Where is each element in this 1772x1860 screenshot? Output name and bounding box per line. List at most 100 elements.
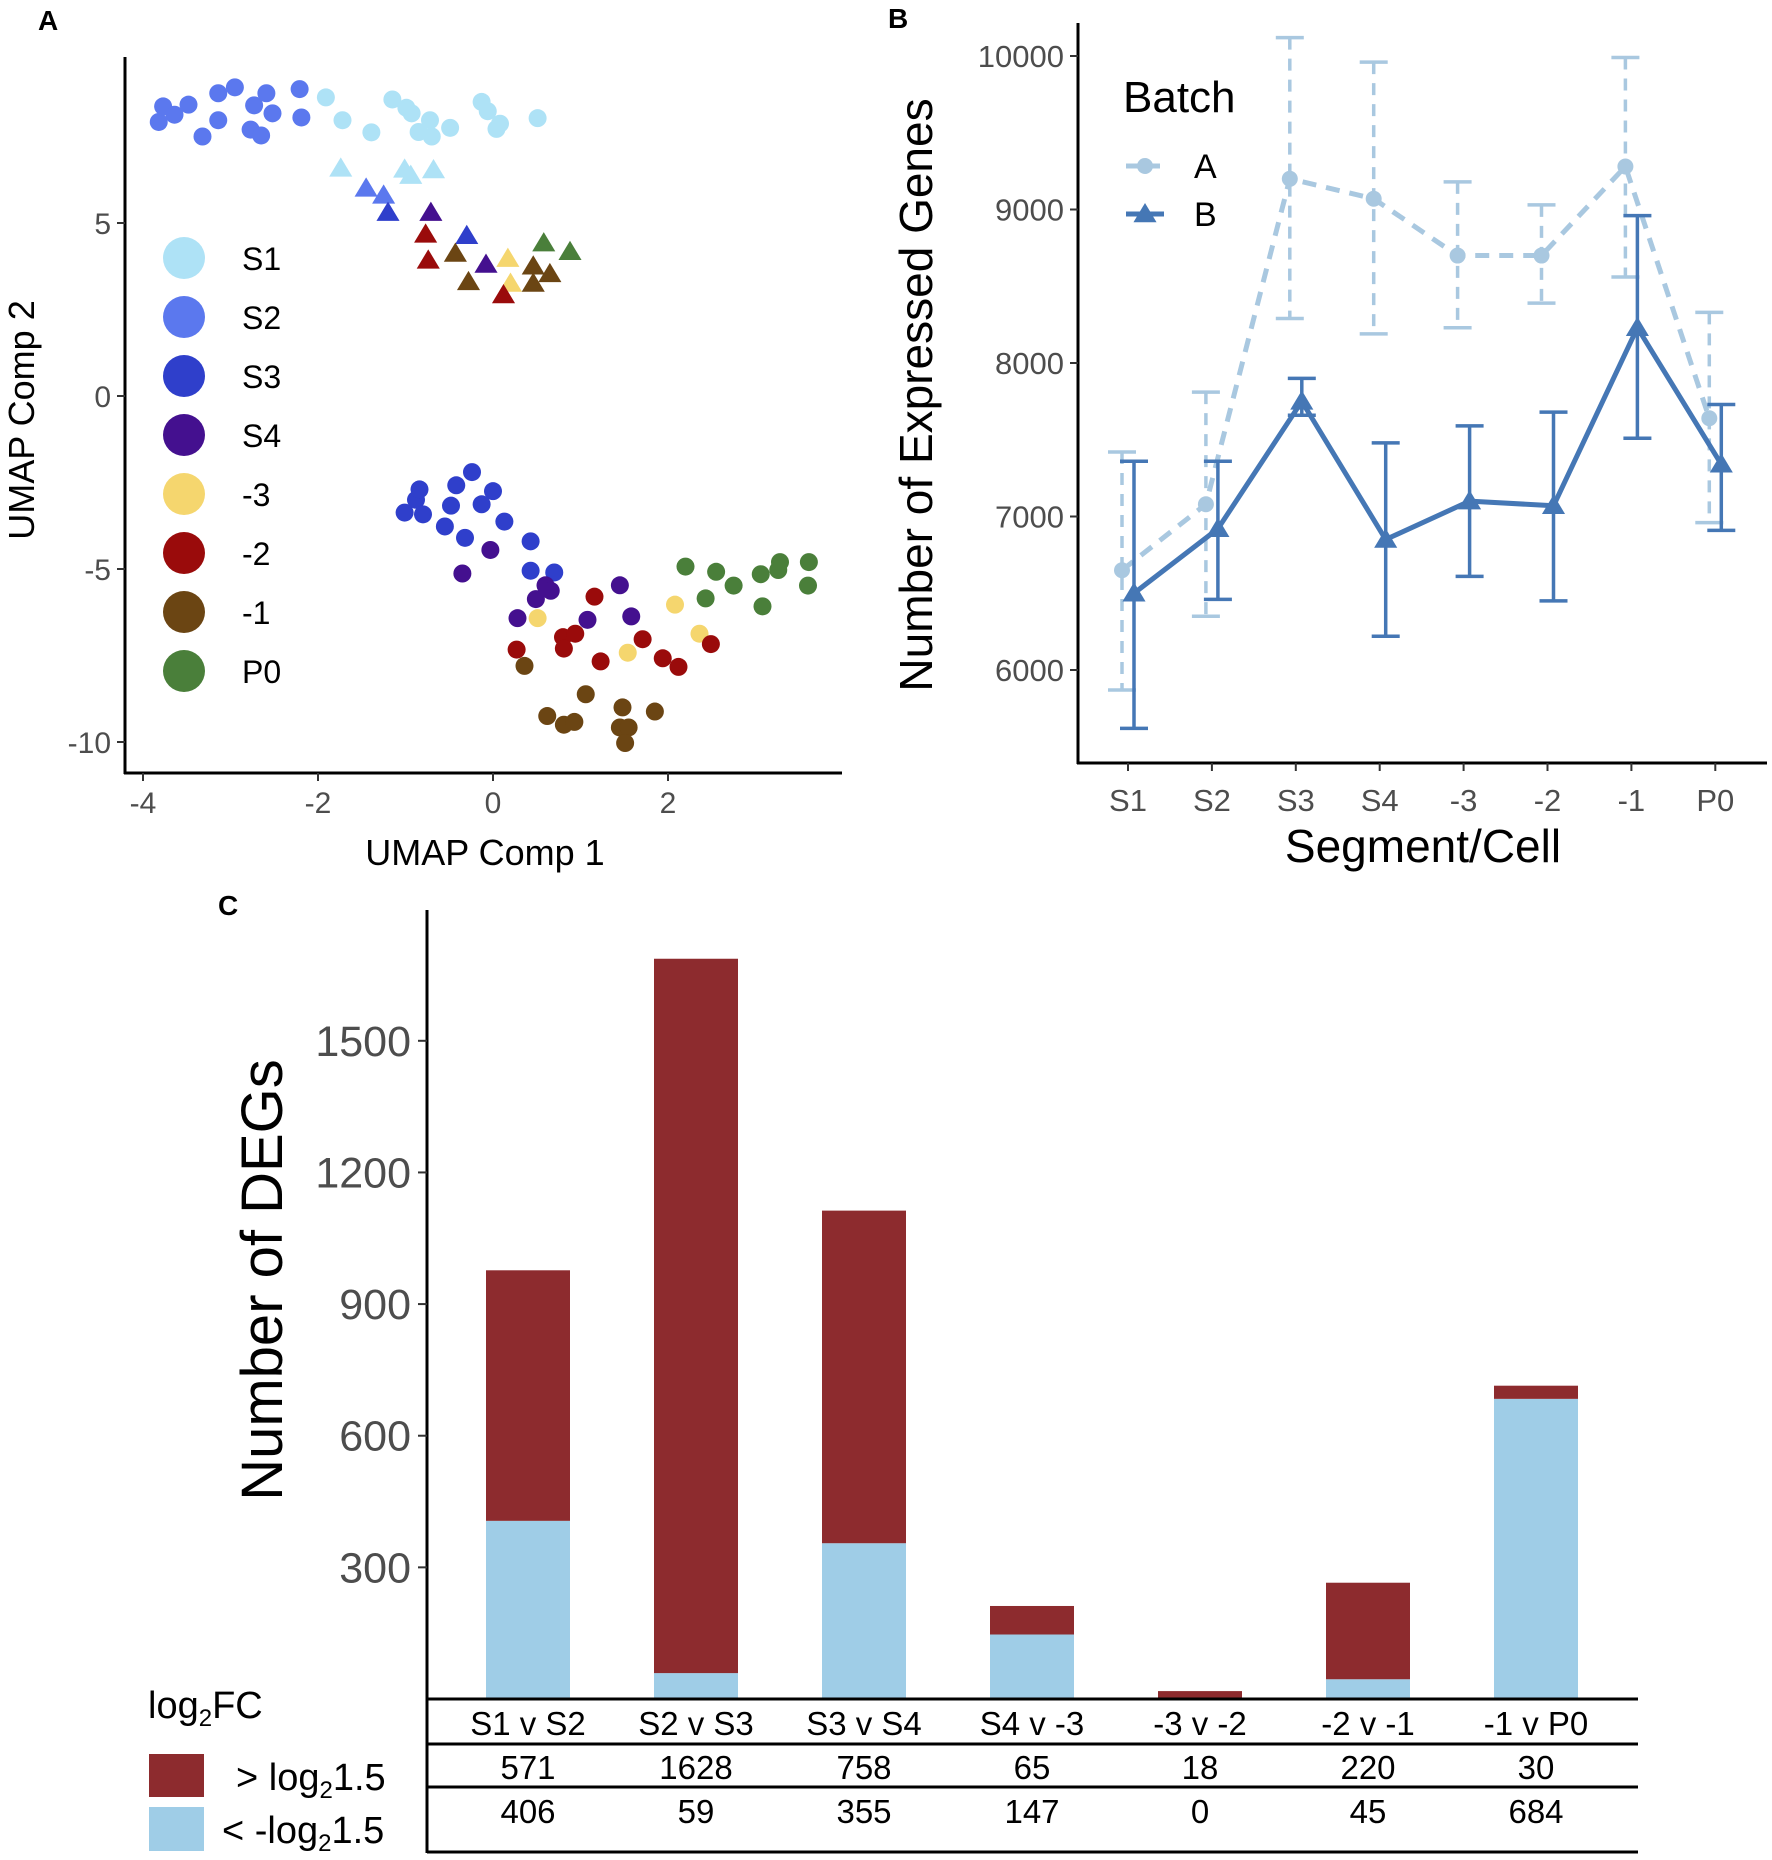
point-circle--3 xyxy=(690,624,709,643)
point-circle-S2 xyxy=(257,84,276,103)
point-circle-S3 xyxy=(442,496,460,515)
panel-c-y-tick-label: 600 xyxy=(339,1413,411,1461)
point-circle-S4 xyxy=(622,607,641,626)
bar-segment-down xyxy=(1494,1398,1578,1699)
point-circle-P0 xyxy=(676,557,695,576)
panel-b-y-axis-title: Number of Expressed Genes xyxy=(890,98,942,691)
point-triangle--1 xyxy=(443,242,467,262)
table-cell-up: 18 xyxy=(1182,1749,1219,1786)
panel-label-c: C xyxy=(218,890,238,921)
point-circle-S2 xyxy=(179,95,198,114)
point-circle-S1 xyxy=(491,114,509,133)
legend-label-P0: P0 xyxy=(242,654,281,690)
table-cell-down: 406 xyxy=(500,1793,555,1830)
point-circle-S1 xyxy=(316,88,335,107)
bar-segment-up xyxy=(990,1605,1074,1635)
panel-a-x-axis-title: UMAP Comp 1 xyxy=(365,832,604,873)
bar-segment-down xyxy=(822,1543,906,1699)
point-circle-P0 xyxy=(753,597,772,616)
panel-c-y-tick-label: 1200 xyxy=(315,1149,411,1197)
point-circle-S4 xyxy=(578,610,597,629)
series-line-B xyxy=(1132,325,1724,596)
point-circle-S1 xyxy=(528,109,547,128)
point-circle-S1 xyxy=(402,104,421,123)
point-triangle--1 xyxy=(521,272,545,292)
series-line-A xyxy=(1120,164,1712,573)
panel-c-legend-label-down: < -log21.5 xyxy=(222,1810,384,1857)
point-circle-S1 xyxy=(422,127,441,146)
legend-key-marker-A xyxy=(1137,158,1153,174)
point-circle-S3 xyxy=(463,463,481,482)
panel-a-x-tick-label: 0 xyxy=(485,787,502,820)
point-B xyxy=(1541,494,1566,515)
point-circle--1 xyxy=(538,707,557,726)
panel-b-y-tick-label: 9000 xyxy=(995,193,1064,228)
panel-c-y-tick-label: 900 xyxy=(339,1281,411,1329)
panel-b-y-tick-label: 6000 xyxy=(995,653,1064,688)
point-circle-S2 xyxy=(193,127,212,146)
legend-swatch-S4 xyxy=(163,414,205,456)
panel-label-a: A xyxy=(38,5,58,36)
point-triangle-S2 xyxy=(372,184,396,204)
point-circle-S2 xyxy=(165,105,184,124)
point-circle-S3 xyxy=(521,532,540,551)
table-cell-up: 220 xyxy=(1340,1749,1395,1786)
table-column-header: S3 v S4 xyxy=(806,1705,922,1742)
bar-segment-up xyxy=(1326,1582,1410,1680)
point-A xyxy=(1617,158,1634,175)
point-circle-S1 xyxy=(333,111,352,130)
point-B xyxy=(1374,528,1398,548)
point-triangle--1 xyxy=(521,255,545,275)
point-circle-S1 xyxy=(383,90,402,109)
point-circle-S2 xyxy=(209,84,228,103)
point-circle--1 xyxy=(616,734,635,753)
table-column-header: S4 v -3 xyxy=(980,1705,1085,1742)
point-triangle-S1 xyxy=(329,157,353,177)
point-B xyxy=(1206,517,1230,538)
table-cell-up: 65 xyxy=(1014,1749,1051,1786)
point-circle-P0 xyxy=(771,553,789,572)
point-triangle--2 xyxy=(491,283,516,304)
table-cell-down: 147 xyxy=(1004,1793,1059,1830)
panel-b-x-tick-label: -1 xyxy=(1618,783,1646,818)
legend-label-S1: S1 xyxy=(242,241,281,277)
point-B xyxy=(1625,316,1649,336)
table-column-header: -2 v -1 xyxy=(1321,1705,1415,1742)
legend-up-sub: 2 xyxy=(319,1777,332,1804)
point-triangle-S1 xyxy=(421,159,446,179)
point-A xyxy=(1197,496,1214,513)
table-cell-down: 59 xyxy=(678,1793,715,1830)
panel-a-x-tick-label: -2 xyxy=(305,787,332,820)
point-circle-P0 xyxy=(751,565,770,584)
point-circle-S3 xyxy=(495,512,514,531)
bar-segment-down xyxy=(1326,1679,1410,1699)
point-circle-S3 xyxy=(447,476,466,495)
legend-up-prefix: > log xyxy=(236,1757,319,1799)
point-A xyxy=(1365,190,1382,207)
point-circle-S3 xyxy=(545,563,564,582)
point-circle-S2 xyxy=(252,126,271,145)
table-cell-up: 571 xyxy=(500,1749,555,1786)
point-circle-S4 xyxy=(526,590,545,609)
point-A xyxy=(1281,170,1298,187)
legend-swatch-down xyxy=(149,1807,204,1851)
bar-segment-down xyxy=(654,1673,738,1699)
table-cell-down: 45 xyxy=(1350,1793,1387,1830)
table-cell-up: 30 xyxy=(1518,1749,1555,1786)
panel-b-y-tick-label: 10000 xyxy=(978,39,1064,74)
point-circle-S4 xyxy=(508,609,527,628)
point-circle--2 xyxy=(566,624,585,643)
point-circle-S1 xyxy=(362,123,381,142)
legend-down-suffix: 1.5 xyxy=(331,1810,384,1852)
point-circle-S2 xyxy=(245,96,264,115)
panel-c-legend-title: log2FC xyxy=(148,1685,263,1732)
legend-swatch--3 xyxy=(163,473,205,515)
point-circle-S2 xyxy=(263,104,282,123)
legend-title-fc: FC xyxy=(212,1685,263,1727)
point-triangle--2 xyxy=(416,249,440,269)
panel-c-y-tick-label: 1500 xyxy=(315,1018,411,1066)
point-circle-S3 xyxy=(456,528,474,547)
point-triangle-S4 xyxy=(419,201,443,221)
panel-a-x-tick-label: 2 xyxy=(660,787,677,820)
legend-key-marker-B xyxy=(1133,203,1157,223)
